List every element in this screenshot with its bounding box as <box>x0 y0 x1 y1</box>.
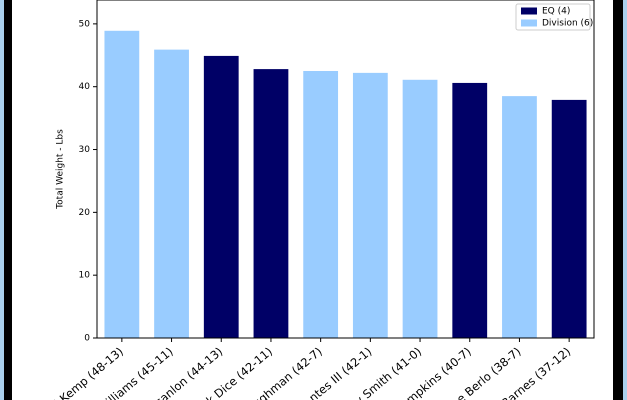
y-axis-label: Total Weight - Lbs <box>56 129 66 210</box>
legend-swatch <box>521 19 537 27</box>
y-tick-label: 30 <box>79 145 91 155</box>
plot-frame <box>96 0 595 339</box>
bar <box>551 99 587 338</box>
bar <box>402 79 438 339</box>
bar <box>104 30 140 338</box>
bar <box>154 49 189 339</box>
legend-label: EQ (4) <box>542 7 570 17</box>
y-tick-label: 10 <box>79 271 91 281</box>
bar <box>352 72 388 339</box>
bar <box>303 70 339 339</box>
legend-swatch <box>521 7 537 15</box>
bar <box>253 69 289 339</box>
bar <box>203 55 239 339</box>
y-tick-label: 50 <box>79 19 91 29</box>
legend-label: Division (6) <box>542 19 593 29</box>
bar <box>502 96 537 338</box>
bar <box>452 82 488 338</box>
y-tick-label: 0 <box>84 334 90 344</box>
y-tick-label: 40 <box>79 82 91 92</box>
y-tick-label: 20 <box>79 208 91 218</box>
